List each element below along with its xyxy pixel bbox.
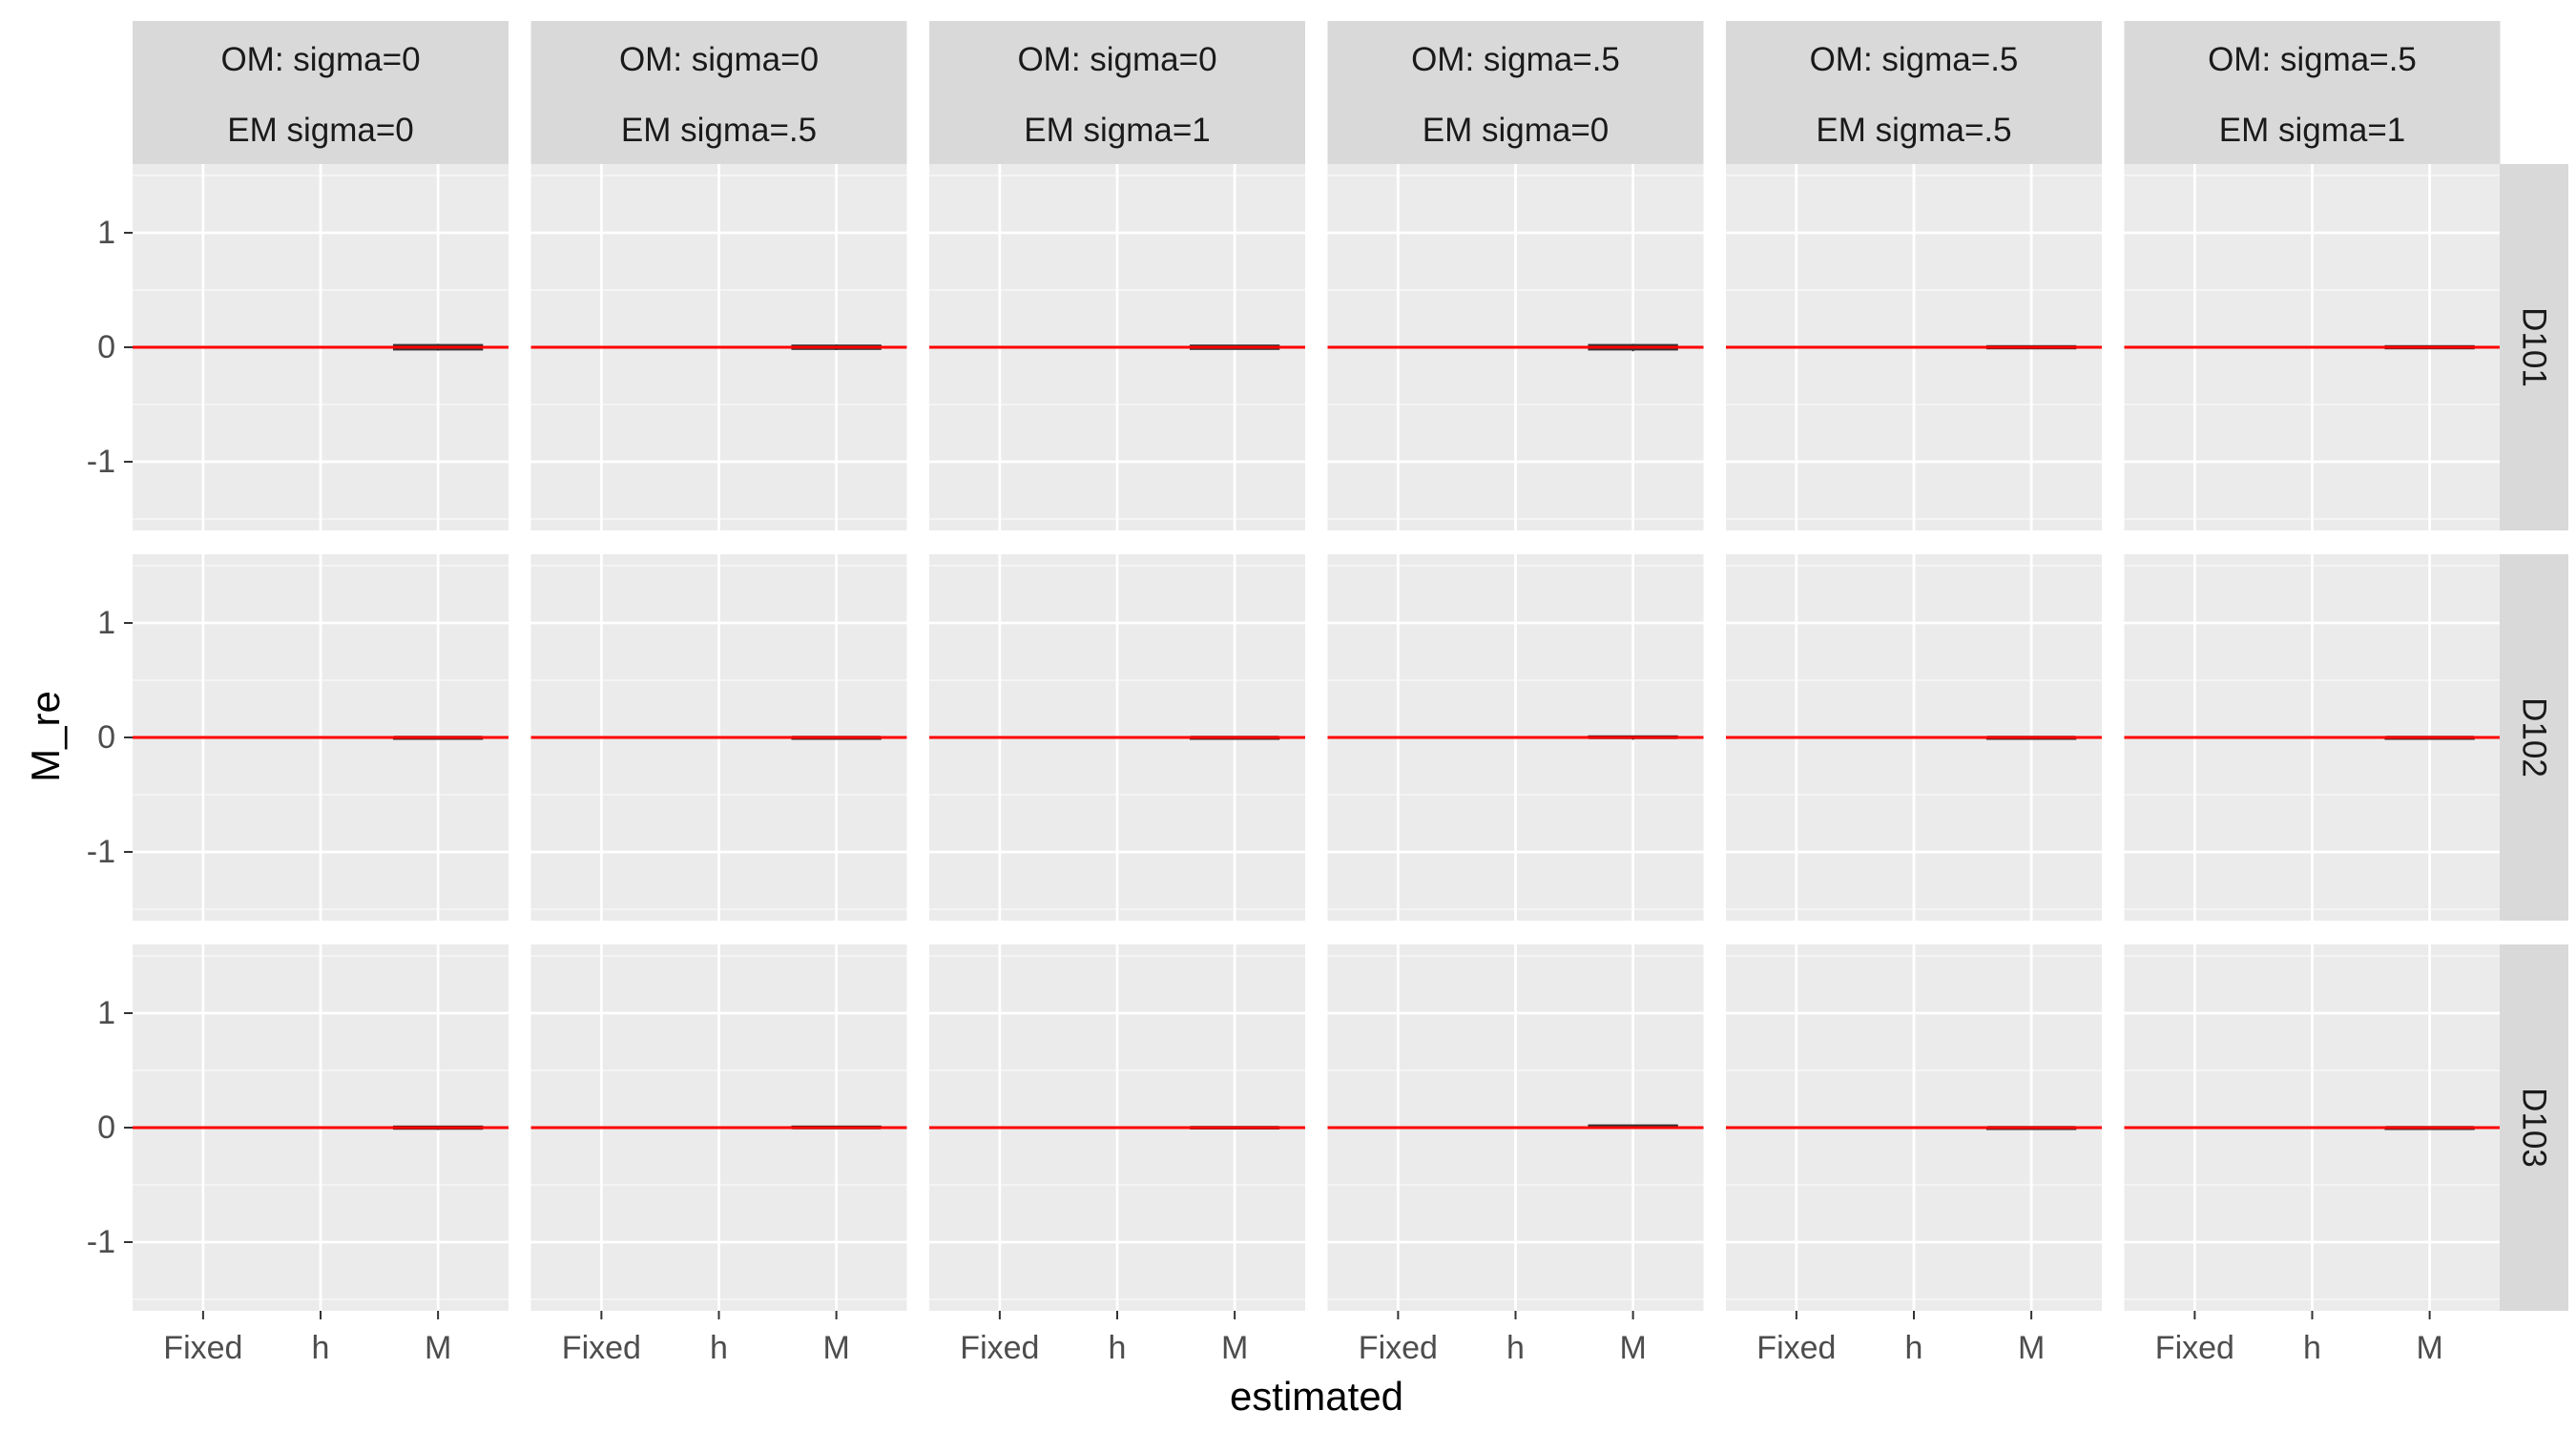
strip-label-om: OM: sigma=0 bbox=[1017, 41, 1216, 78]
strip-label-om: OM: sigma=0 bbox=[619, 41, 819, 78]
panel-r2-c2 bbox=[530, 554, 907, 921]
strip-background bbox=[530, 21, 907, 164]
column-strip-5: OM: sigma=.5 EM sigma=.5 bbox=[1726, 21, 2102, 164]
strip-label-em: EM sigma=.5 bbox=[1816, 112, 2011, 149]
row-strip-label: D101 bbox=[2516, 307, 2553, 387]
column-strip-4: OM: sigma=.5 EM sigma=0 bbox=[1327, 21, 1704, 164]
row-strip-label: D102 bbox=[2516, 697, 2553, 778]
y-tick-label: 1 bbox=[97, 605, 115, 641]
x-tick-label: h bbox=[312, 1330, 330, 1366]
x-tick-label: M bbox=[2416, 1330, 2442, 1366]
strip-background bbox=[2500, 944, 2568, 1311]
x-tick-label: h bbox=[1905, 1330, 1923, 1366]
strip-background bbox=[1327, 21, 1704, 164]
panel-r3-c2 bbox=[530, 944, 907, 1311]
y-axis-title: M_re bbox=[23, 691, 68, 782]
strip-label-om: OM: sigma=0 bbox=[220, 41, 420, 78]
y-tick-label: 0 bbox=[97, 329, 115, 365]
strip-label-om: OM: sigma=.5 bbox=[2208, 41, 2417, 78]
x-tick-label: Fixed bbox=[1359, 1330, 1438, 1366]
strips-layer: OM: sigma=0 EM sigma=0 OM: sigma=0 EM sigma… bbox=[133, 21, 2568, 1311]
y-tick-label: 1 bbox=[97, 995, 115, 1031]
strip-label-em: EM sigma=.5 bbox=[621, 112, 817, 149]
panel-r1-c4 bbox=[1327, 164, 1704, 530]
x-tick-label: Fixed bbox=[2155, 1330, 2234, 1366]
strip-background bbox=[1726, 21, 2102, 164]
column-strip-6: OM: sigma=.5 EM sigma=1 bbox=[2124, 21, 2501, 164]
x-tick-label: h bbox=[1109, 1330, 1127, 1366]
panel-r3-c6 bbox=[2124, 944, 2501, 1311]
x-tick-label: Fixed bbox=[960, 1330, 1039, 1366]
panel-r3-c4 bbox=[1327, 944, 1704, 1311]
column-strip-1: OM: sigma=0 EM sigma=0 bbox=[133, 21, 509, 164]
strip-background bbox=[2124, 21, 2501, 164]
strip-label-em: EM sigma=0 bbox=[227, 112, 414, 149]
panels-layer bbox=[133, 164, 2501, 1311]
panel-r3-c5 bbox=[1726, 944, 2102, 1311]
panel-r2-c5 bbox=[1726, 554, 2102, 921]
x-tick-label: M bbox=[822, 1330, 849, 1366]
x-tick-label: h bbox=[710, 1330, 728, 1366]
row-strip-1: D101 bbox=[2500, 164, 2568, 530]
x-tick-label: M bbox=[1221, 1330, 1248, 1366]
x-tick-label: M bbox=[2018, 1330, 2045, 1366]
strip-background bbox=[133, 21, 509, 164]
panel-r2-c6 bbox=[2124, 554, 2501, 921]
x-tick-label: h bbox=[2303, 1330, 2321, 1366]
x-tick-label: M bbox=[1619, 1330, 1646, 1366]
strip-label-om: OM: sigma=.5 bbox=[1810, 41, 2019, 78]
row-strip-label: D103 bbox=[2516, 1088, 2553, 1168]
y-tick-label: -1 bbox=[87, 444, 115, 480]
panel-r1-c3 bbox=[929, 164, 1305, 530]
strip-label-em: EM sigma=1 bbox=[2219, 112, 2406, 149]
strip-label-em: EM sigma=1 bbox=[1024, 112, 1211, 149]
y-tick-label: 0 bbox=[97, 719, 115, 756]
y-tick-label: -1 bbox=[87, 1224, 115, 1260]
x-tick-label: Fixed bbox=[562, 1330, 641, 1366]
y-tick-label: -1 bbox=[87, 834, 115, 870]
axes-layer: -1 0 1 -1 0 1 -1 0 1 Fixed h M Fixed h M Fixed h M Fixed h M… bbox=[87, 215, 2443, 1366]
row-strip-2: D102 bbox=[2500, 554, 2568, 921]
strip-background bbox=[929, 21, 1305, 164]
strip-background bbox=[2500, 164, 2568, 530]
panel-r3-c1 bbox=[133, 944, 509, 1311]
x-tick-label: M bbox=[425, 1330, 451, 1366]
strip-label-em: EM sigma=0 bbox=[1423, 112, 1610, 149]
strip-label-om: OM: sigma=.5 bbox=[1411, 41, 1620, 78]
panel-r1-c5 bbox=[1726, 164, 2102, 530]
panel-r1-c2 bbox=[530, 164, 907, 530]
panel-r2-c4 bbox=[1327, 554, 1704, 921]
y-tick-label: 0 bbox=[97, 1110, 115, 1146]
x-tick-label: Fixed bbox=[163, 1330, 242, 1366]
column-strip-2: OM: sigma=0 EM sigma=.5 bbox=[530, 21, 907, 164]
panel-r3-c3 bbox=[929, 944, 1305, 1311]
row-strip-3: D103 bbox=[2500, 944, 2568, 1311]
strip-background bbox=[2500, 554, 2568, 921]
x-axis-title: estimated bbox=[1230, 1374, 1403, 1419]
x-tick-label: Fixed bbox=[1756, 1330, 1836, 1366]
y-tick-label: 1 bbox=[97, 215, 115, 251]
panel-r2-c3 bbox=[929, 554, 1305, 921]
column-strip-3: OM: sigma=0 EM sigma=1 bbox=[929, 21, 1305, 164]
panel-r1-c1 bbox=[133, 164, 509, 530]
panel-r1-c6 bbox=[2124, 164, 2501, 530]
x-tick-label: h bbox=[1506, 1330, 1525, 1366]
panel-r2-c1 bbox=[133, 554, 509, 921]
